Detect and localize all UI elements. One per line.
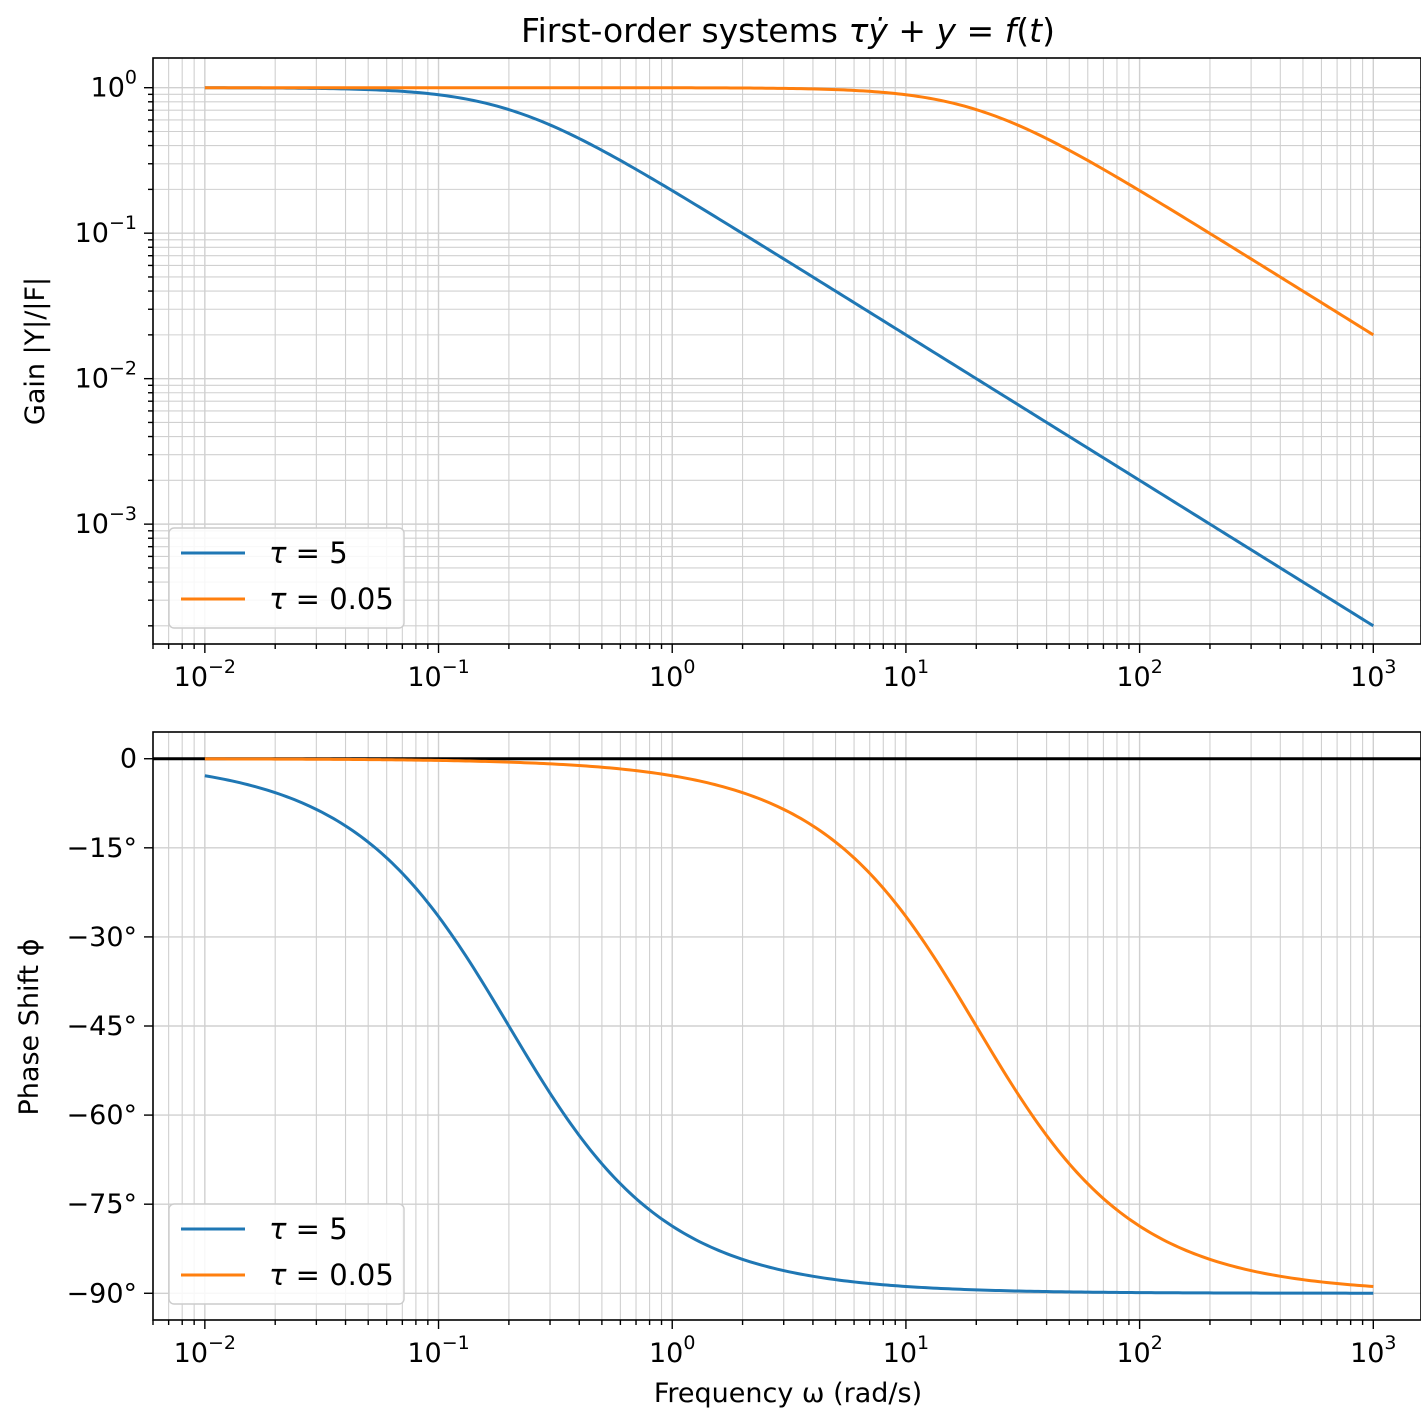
gain-ylabel: Gain |Y|/|F|	[20, 277, 51, 425]
gain-ticks: 10−2 10−1 100 101 102 103 100 10−1 10−2 10−3	[75, 67, 1397, 693]
phase-series-line-tau-5	[204, 774, 1374, 1295]
gain-series-line-tau-0_05	[204, 86, 1375, 337]
phase-plot: 10−2 10−1 100 101 102 103 0 −15° −30° −45° −60° −75…	[14, 731, 1421, 1409]
phase-x-tick-label: 10−1	[407, 1332, 469, 1369]
gain-plot: 10−2 10−1 100 101 102 103 100 10−1 10−2 10−3 Gain…	[20, 57, 1421, 693]
gain-y-tick-label: 10−2	[75, 358, 137, 395]
gain-x-tick-label: 10−2	[174, 656, 236, 693]
phase-x-tick-label: 10−2	[174, 1332, 236, 1369]
phase-y-tick-label: −90°	[67, 1278, 137, 1309]
gain-marks	[204, 86, 1375, 628]
gain-x-tick-label: 101	[883, 656, 929, 693]
phase-x-tick-label: 102	[1116, 1332, 1162, 1369]
gain-y-tick-label: 10−1	[75, 212, 137, 249]
phase-ticks: 10−2 10−1 100 101 102 103 0 −15° −30° −45° −60° −75…	[67, 744, 1397, 1369]
phase-legend-label: τ = 0.05	[269, 1258, 394, 1292]
gain-x-tick-label: 103	[1350, 656, 1396, 693]
gain-series-line-tau-5	[204, 86, 1375, 628]
gain-legend: τ = 5 τ = 0.05	[168, 527, 405, 629]
phase-y-tick-label: −60°	[67, 1100, 137, 1131]
phase-y-tick-label: 0	[120, 744, 137, 775]
gain-plot-frame	[152, 57, 1421, 645]
gain-legend-label: τ = 0.05	[269, 582, 394, 616]
gain-x-tick-label: 102	[1116, 656, 1162, 693]
phase-y-tick-label: −30°	[67, 922, 137, 953]
phase-marks	[153, 757, 1421, 1295]
gain-grid	[152, 58, 1421, 644]
phase-ylabel: Phase Shift ϕ	[14, 939, 45, 1116]
gain-y-tick-label: 100	[91, 67, 137, 104]
gain-y-tick-label: 10−3	[75, 503, 137, 540]
phase-y-tick-label: −45°	[67, 1011, 137, 1042]
gain-x-tick-label: 100	[649, 656, 695, 693]
gain-x-tick-label: 10−1	[407, 656, 469, 693]
phase-legend: τ = 5 τ = 0.05	[168, 1203, 405, 1305]
phase-x-tick-label: 103	[1350, 1332, 1396, 1369]
phase-x-tick-label: 100	[649, 1332, 695, 1369]
phase-y-tick-label: −75°	[67, 1189, 137, 1220]
phase-x-tick-label: 101	[883, 1332, 929, 1369]
phase-xlabel: Frequency ω (rad/s)	[654, 1378, 922, 1409]
phase-y-tick-label: −15°	[67, 833, 137, 864]
phase-legend-label: τ = 5	[269, 1212, 348, 1246]
figure-title: First-order systems τẏ + y = f(t)	[521, 11, 1055, 50]
gain-legend-label: τ = 5	[269, 536, 348, 570]
phase-series-line-tau-0_05	[204, 757, 1374, 1288]
